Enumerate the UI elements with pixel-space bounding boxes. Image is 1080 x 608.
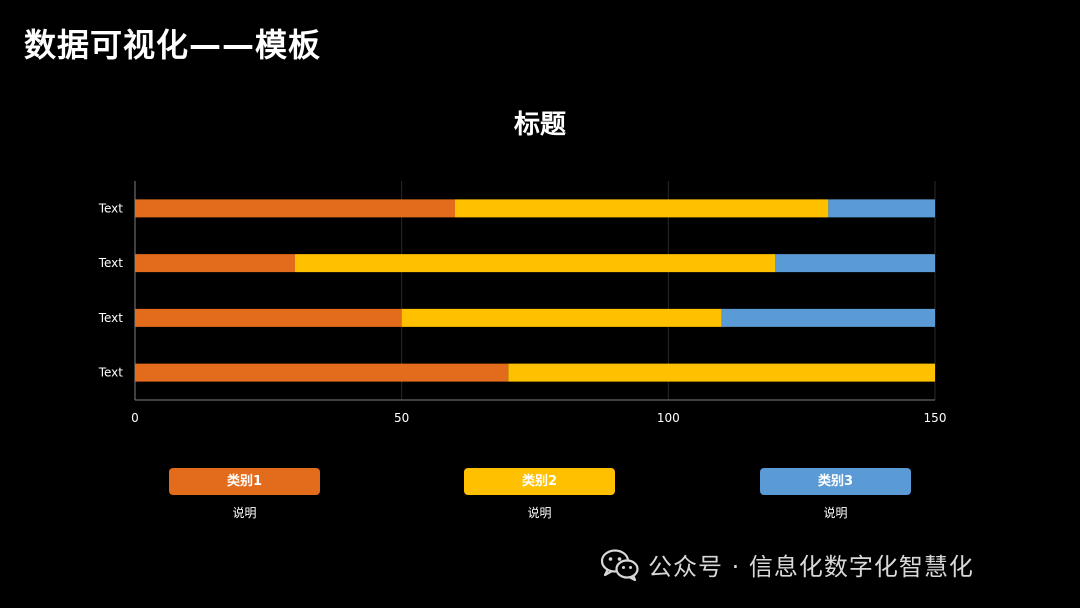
bar-segment-1-0 [135,308,402,327]
page-title: 数据可视化——模板 [24,26,322,64]
chart-title: 标题 [513,110,566,140]
legend-swatch-3: 类别3 [760,468,911,495]
y-tick-label-3: Text [98,201,124,215]
legend-note-3: 说明 [823,506,848,520]
legend-note-2: 说明 [527,506,552,520]
bar-segment-1-2 [721,308,935,327]
bar-segment-2-2 [775,254,935,273]
x-tick-label-0: 0 [131,411,139,425]
y-tick-label-0: Text [98,366,124,380]
y-tick-label-2: Text [98,256,124,270]
wechat-icon [600,548,639,581]
bar-segment-2-1 [295,254,775,273]
legend-item-1: 类别1 说明 [169,468,320,521]
bar-segment-0-1 [508,363,935,382]
watermark: 公众号 · 信息化数字化智慧化 [600,547,974,582]
y-tick-label-1: Text [98,311,124,325]
x-tick-label-2: 100 [657,411,680,425]
x-tick-label-1: 50 [394,411,409,425]
bar-segment-0-0 [135,363,509,382]
legend-swatch-2: 类别2 [464,468,615,495]
bar-segment-2-0 [135,254,295,273]
bar-segment-3-2 [828,199,935,218]
watermark-text: 公众号 · 信息化数字化智慧化 [648,553,974,581]
legend-swatch-1: 类别1 [169,468,320,495]
bar-segment-3-1 [455,199,829,218]
bar-segment-3-0 [135,199,455,218]
bar-segment-1-1 [401,308,722,327]
legend-item-2: 类别2 说明 [464,468,615,521]
x-tick-label-3: 150 [924,411,947,425]
legend-item-3: 类别3 说明 [760,468,911,521]
legend-note-1: 说明 [232,506,257,520]
